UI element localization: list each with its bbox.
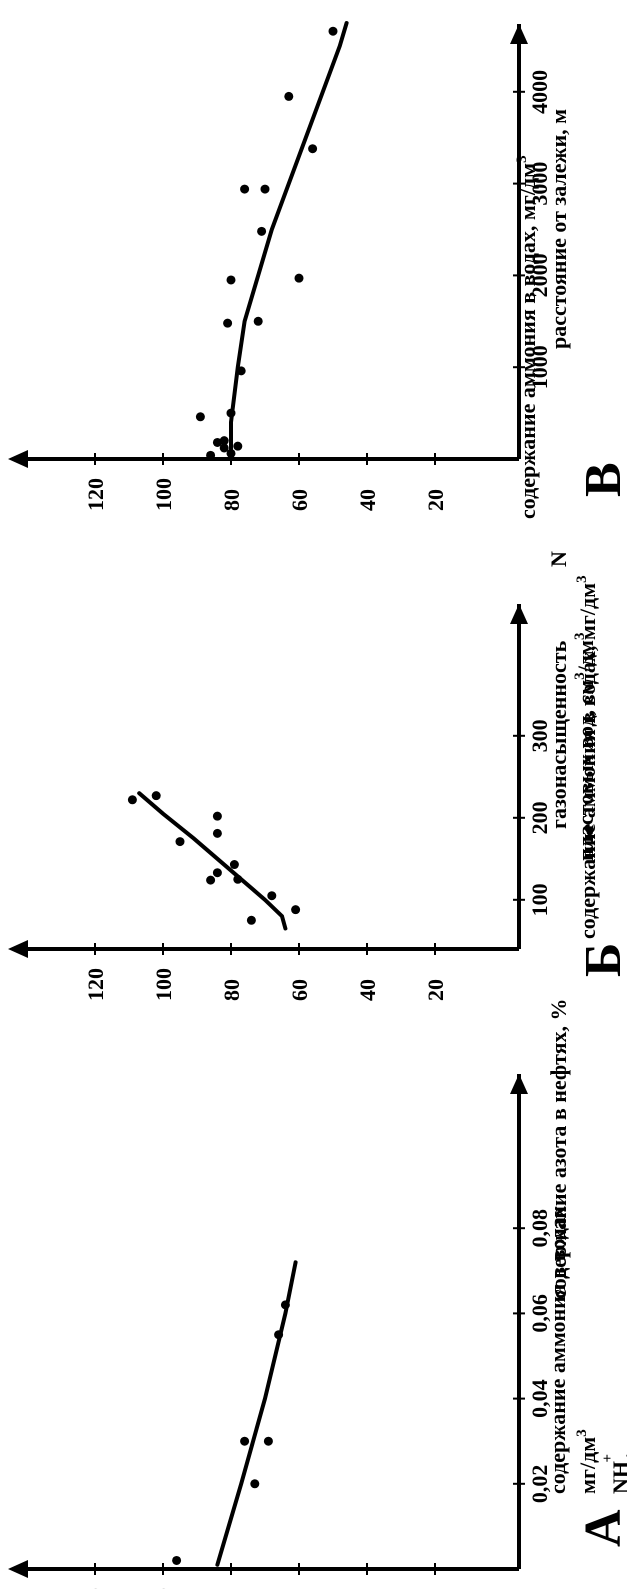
panel-c-x-tick-label: 4000	[527, 70, 552, 114]
panel-b-x-label-line2: пластовых вод, см3/дм3	[572, 632, 598, 861]
panel-c-data-point	[236, 366, 246, 376]
panel-a-x-arrow	[510, 1074, 528, 1094]
panel-c-y-tick-label: 20	[423, 489, 448, 511]
panel-c-data-point	[294, 273, 304, 283]
panel-a: А содержание аммония в водах NH4+ мг/дм3…	[8, 551, 627, 1589]
panel-a-data-point	[250, 1479, 260, 1489]
panel-c-letter: В	[575, 462, 627, 497]
panel-a-x-tick-label: 0,02	[527, 1465, 552, 1504]
panel-b-y-arrow	[8, 940, 28, 958]
panel-c-data-point	[260, 184, 270, 194]
panel-a-data-point	[280, 1300, 290, 1310]
panel-c-data-point	[223, 318, 233, 328]
panel-c-data-point	[219, 443, 229, 453]
panel-b-y-tick-label: 40	[355, 979, 380, 1001]
panel-c-data-point	[219, 436, 229, 446]
panel-b-data-point	[127, 795, 137, 805]
panel-c-y-tick-label: 60	[287, 489, 312, 511]
panel-b-y-tick-label: 80	[219, 979, 244, 1001]
panel-c-data-point	[226, 448, 236, 458]
panel-a-x-tick-label: 0,04	[527, 1379, 552, 1418]
panel-b-x-tick-label: 300	[527, 719, 552, 752]
panel-b-x-arrow	[510, 604, 528, 624]
panel-c-x-tick-label: 1000	[527, 345, 552, 389]
panel-b-data-point	[212, 811, 222, 821]
panel-c-data-point	[226, 408, 236, 418]
panel-a-data-point	[274, 1330, 284, 1340]
panel-b-data-point	[233, 874, 243, 884]
panel-c-y-tick-label: 40	[355, 489, 380, 511]
panel-a-x-var: N	[546, 551, 571, 567]
panel-a-y-units: мг/дм3	[574, 1429, 600, 1494]
panel-c-data-point	[233, 441, 243, 451]
panel-a-data-point	[172, 1555, 182, 1565]
panel-c-x-tick-label: 3000	[527, 162, 552, 206]
panel-c-data-point	[240, 184, 250, 194]
panel-c-x-tick-label: 2000	[527, 253, 552, 297]
panel-b-data-point	[212, 868, 222, 878]
panel-c-data-point	[226, 275, 236, 285]
panel-a-x-label: содержание азота в нефтях, %	[546, 998, 571, 1299]
panel-b-y-tick-label: 120	[83, 968, 108, 1001]
panel-a-y-var: NH4+	[600, 1453, 627, 1494]
panel-b-x-label-line1: газонасыщенность	[546, 640, 571, 829]
panel-c-data-point	[195, 412, 205, 422]
panel-a-y-label: содержание аммония в водах	[545, 1206, 570, 1494]
panel-a-data-point	[263, 1436, 273, 1446]
panel-c-data-point	[328, 26, 338, 36]
panel-b-data-point	[291, 905, 301, 915]
panel-c-y-tick-label: 80	[219, 489, 244, 511]
rotated-figure: А содержание аммония в водах NH4+ мг/дм3…	[8, 21, 627, 1589]
panel-c-y-arrow	[8, 450, 28, 468]
panel-a-trend-line	[215, 1260, 298, 1567]
panel-c-y-tick-label: 120	[83, 478, 108, 511]
panel-b-y-tick-label: 20	[423, 979, 448, 1001]
panel-a-data-point	[240, 1436, 250, 1446]
panel-b-y-tick-label: 100	[151, 968, 176, 1001]
panel-c-data-point	[253, 316, 263, 326]
panel-b-trend-line	[137, 791, 288, 931]
panel-b-letter: Б	[575, 943, 627, 977]
panel-b-data-point	[246, 915, 256, 925]
panel-c-data-point	[308, 144, 318, 154]
panel-b-y-tick-label: 60	[287, 979, 312, 1001]
panel-c-y-tick-label: 100	[151, 478, 176, 511]
panel-c-data-point	[257, 226, 267, 236]
panel-c: В содержание аммония в водах, мг/дм3 рас…	[8, 21, 627, 519]
panel-a-letter: А	[575, 1509, 627, 1547]
panel-b-data-point	[229, 860, 239, 870]
panel-b-data-point	[212, 828, 222, 838]
panel-c-data-point	[284, 91, 294, 101]
panel-c-x-arrow	[510, 24, 528, 44]
panel-c-trend-line	[229, 21, 349, 457]
panel-c-x-label: расстояние от залежи, м	[546, 109, 571, 349]
panel-b-data-point	[206, 875, 216, 885]
panel-b-x-tick-label: 100	[527, 883, 552, 916]
panel-a-x-tick-label: 0,08	[527, 1209, 552, 1248]
panel-a-x-tick-label: 0,06	[527, 1294, 552, 1333]
panel-b-data-point	[175, 837, 185, 847]
panel-c-data-point	[212, 437, 222, 447]
panel-b-y-label: содержание аммония в водах, мг/дм3	[574, 575, 600, 939]
panel-b-data-point	[151, 791, 161, 801]
panel-b-x-tick-label: 200	[527, 801, 552, 834]
panel-c-data-point	[206, 450, 216, 460]
panel-b: Б содержание аммония в водах, мг/дм3 газ…	[8, 575, 627, 1001]
panel-a-y-arrow	[8, 1560, 28, 1578]
panel-b-data-point	[267, 891, 277, 901]
